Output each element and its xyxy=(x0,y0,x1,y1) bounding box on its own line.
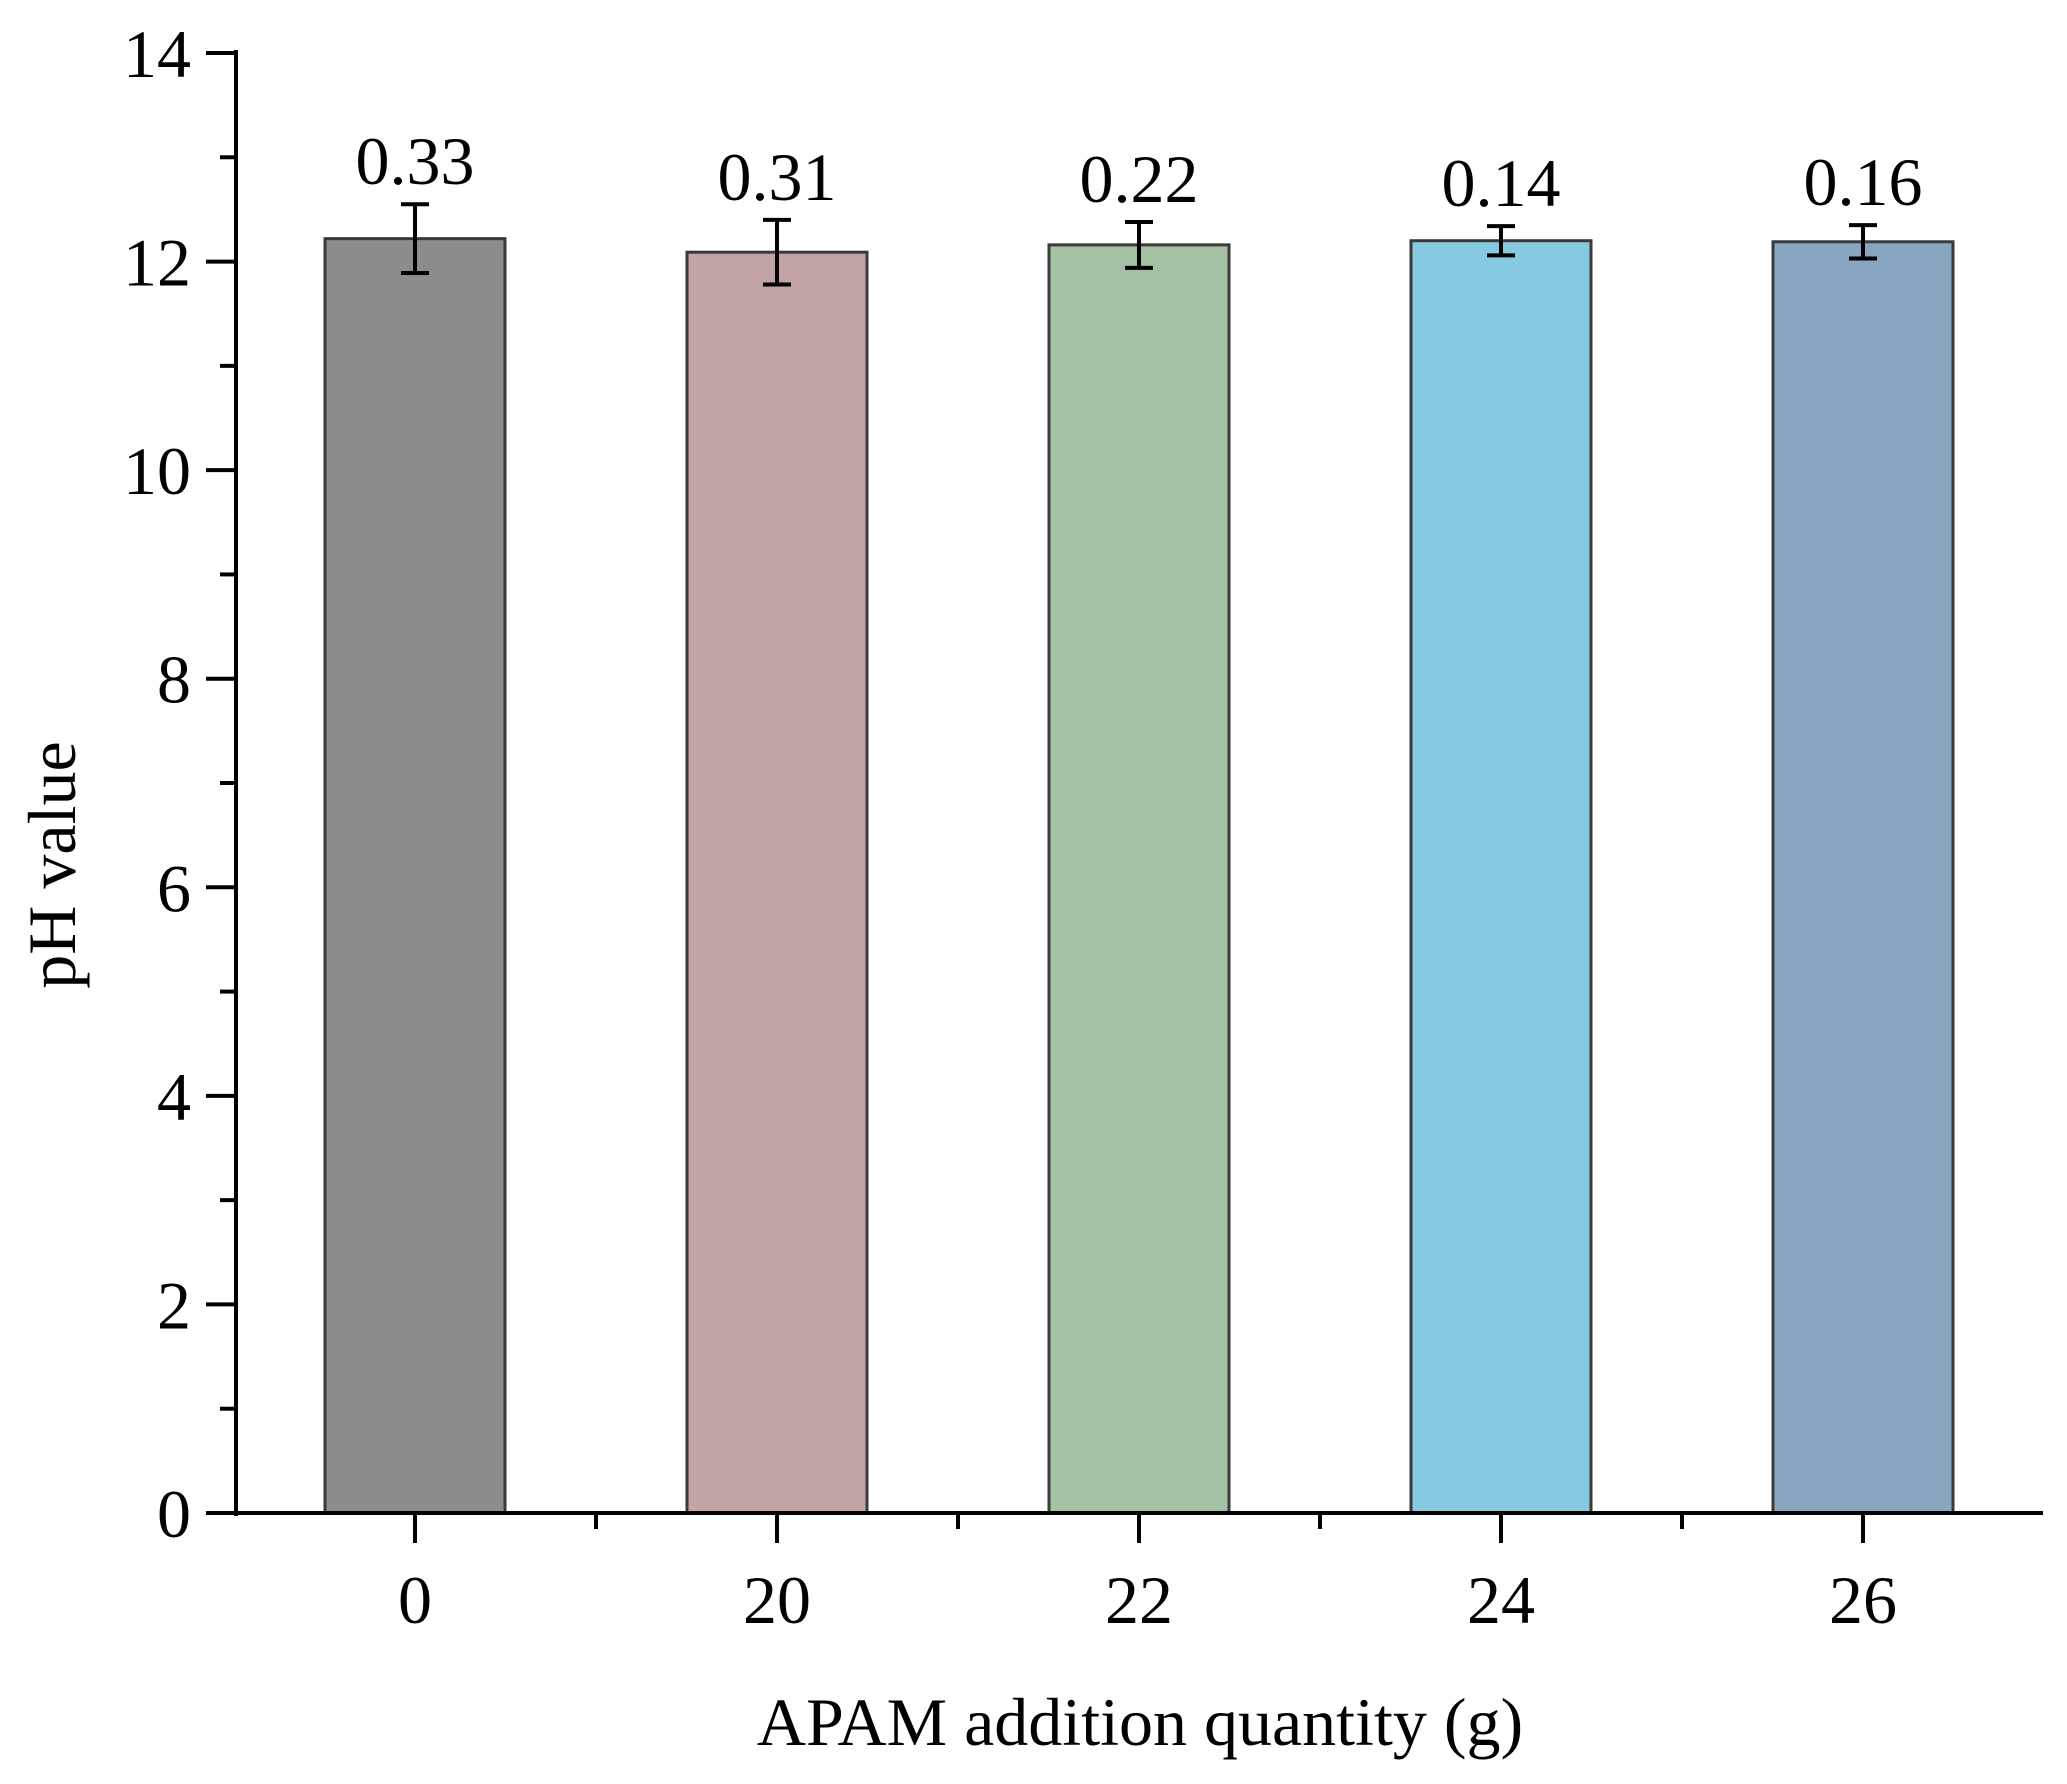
bar-24 xyxy=(1409,239,1593,1515)
data-label-24: 0.14 xyxy=(1442,145,1561,221)
bar-0 xyxy=(323,237,507,1515)
x-tick-label-20: 20 xyxy=(743,1562,811,1638)
y-tick-label: 12 xyxy=(123,225,191,301)
data-label-20: 0.31 xyxy=(718,139,837,215)
x-tick-label-24: 24 xyxy=(1467,1562,1535,1638)
data-label-0: 0.33 xyxy=(356,123,475,199)
y-tick-label: 6 xyxy=(157,850,191,926)
bar-20 xyxy=(685,250,869,1515)
y-tick-label: 0 xyxy=(157,1476,191,1552)
data-label-22: 0.22 xyxy=(1080,141,1199,217)
error-bar-20 xyxy=(763,217,791,287)
bar-22 xyxy=(1047,243,1231,1515)
error-bars-group xyxy=(401,202,1877,287)
y-tick-label: 8 xyxy=(157,642,191,718)
error-bar-26 xyxy=(1849,223,1877,261)
y-tick-label: 14 xyxy=(123,16,191,92)
error-bar-0 xyxy=(401,202,429,276)
x-tick-label-26: 26 xyxy=(1829,1562,1897,1638)
bars-group xyxy=(323,237,1955,1515)
y-tick-label: 2 xyxy=(157,1267,191,1343)
x-axis-title: APAM addition quantity (g) xyxy=(757,1684,1523,1760)
x-tick-label-0: 0 xyxy=(398,1562,432,1638)
x-tick-label-22: 22 xyxy=(1105,1562,1173,1638)
axes-group xyxy=(206,50,2043,1543)
error-bar-22 xyxy=(1125,219,1153,270)
error-bar-24 xyxy=(1487,224,1515,258)
y-tick-label: 4 xyxy=(157,1059,191,1135)
y-axis-title: pH value xyxy=(14,741,90,988)
bar-26 xyxy=(1771,240,1955,1515)
y-tick-label: 10 xyxy=(123,433,191,509)
data-label-26: 0.16 xyxy=(1804,144,1923,220)
